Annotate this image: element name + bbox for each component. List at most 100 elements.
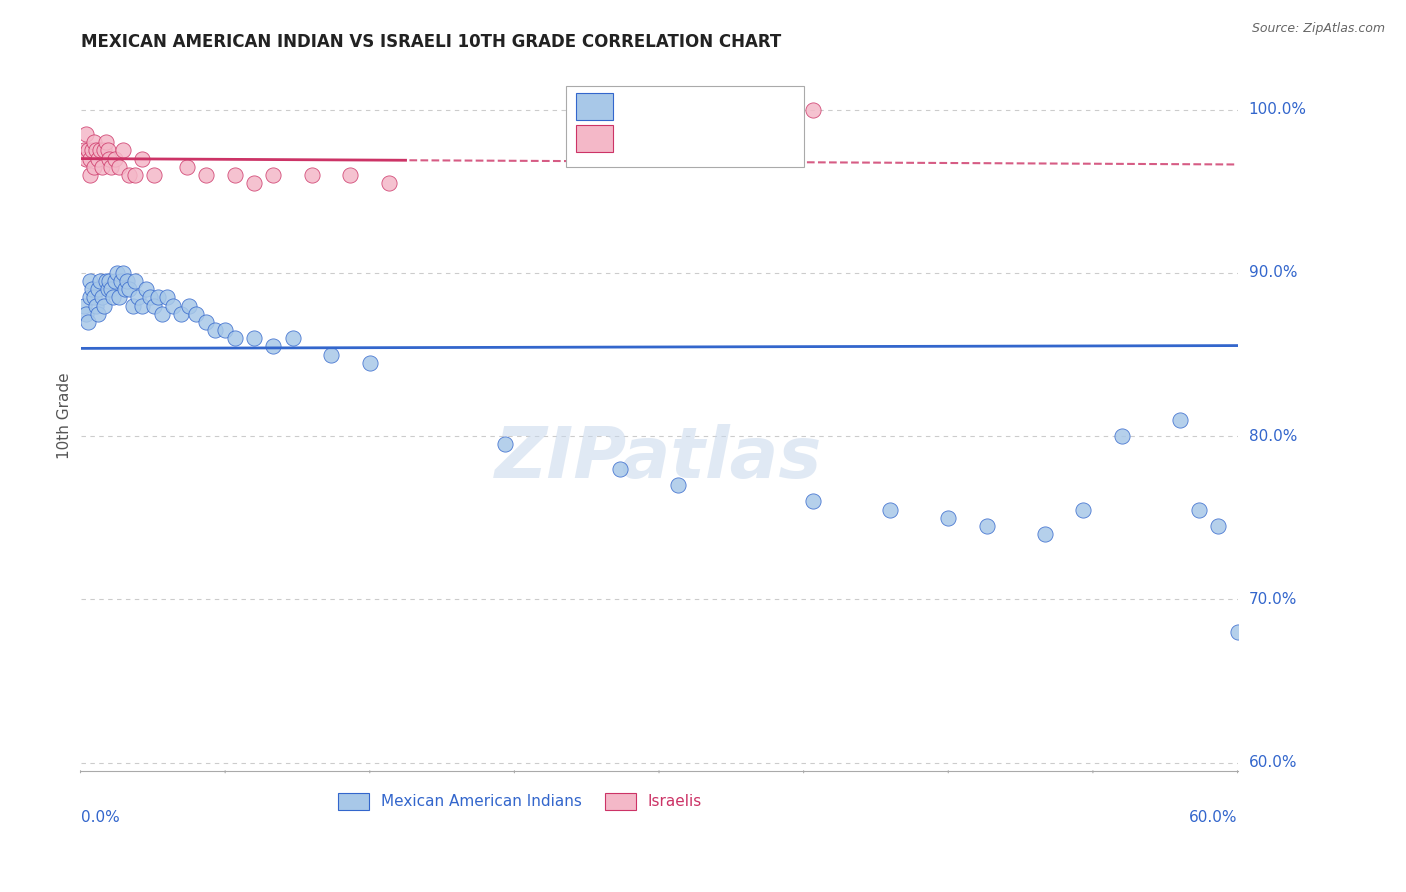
Point	[79, 152, 101, 166]
Point	[494, 437, 516, 451]
Point	[194, 168, 217, 182]
Point	[73, 144, 96, 158]
Legend: Mexican American Indians, Israelis: Mexican American Indians, Israelis	[332, 787, 709, 816]
Point	[1188, 502, 1211, 516]
Point	[84, 299, 107, 313]
Point	[77, 144, 100, 158]
Point	[156, 290, 179, 304]
Point	[108, 160, 131, 174]
Point	[1111, 429, 1133, 443]
Point	[118, 282, 141, 296]
Point	[1168, 413, 1191, 427]
Point	[115, 274, 138, 288]
Point	[170, 307, 193, 321]
Point	[224, 168, 246, 182]
Point	[135, 282, 157, 296]
Point	[77, 315, 100, 329]
Point	[100, 160, 122, 174]
Point	[976, 519, 998, 533]
Text: 0.0%: 0.0%	[80, 810, 120, 825]
Text: 0.010: 0.010	[657, 99, 704, 114]
Point	[79, 274, 101, 288]
Point	[359, 356, 381, 370]
Text: 100.0%: 100.0%	[1249, 103, 1306, 117]
Point	[104, 274, 127, 288]
Text: 70.0%: 70.0%	[1249, 591, 1296, 607]
Point	[100, 282, 122, 296]
FancyBboxPatch shape	[575, 126, 613, 153]
Point	[262, 168, 284, 182]
Point	[339, 168, 361, 182]
Point	[194, 315, 217, 329]
Point	[96, 282, 118, 296]
Point	[98, 152, 121, 166]
Point	[104, 152, 127, 166]
Text: 90.0%: 90.0%	[1249, 266, 1298, 280]
Point	[118, 168, 141, 182]
Text: -0.050: -0.050	[657, 131, 711, 146]
Point	[936, 510, 959, 524]
Point	[80, 282, 103, 296]
Point	[75, 127, 97, 141]
Point	[90, 290, 112, 304]
Point	[262, 339, 284, 353]
Point	[93, 144, 115, 158]
Point	[79, 168, 101, 182]
Text: MEXICAN AMERICAN INDIAN VS ISRAELI 10TH GRADE CORRELATION CHART: MEXICAN AMERICAN INDIAN VS ISRAELI 10TH …	[80, 33, 780, 51]
Point	[666, 478, 689, 492]
Point	[1206, 519, 1229, 533]
Point	[1033, 527, 1056, 541]
Point	[204, 323, 226, 337]
Text: N = 63: N = 63	[706, 99, 762, 114]
Text: 60.0%: 60.0%	[1249, 755, 1298, 770]
Point	[378, 176, 401, 190]
Point	[127, 290, 149, 304]
Point	[96, 144, 118, 158]
Text: 80.0%: 80.0%	[1249, 429, 1296, 443]
Point	[75, 307, 97, 321]
Point	[186, 307, 208, 321]
Point	[224, 331, 246, 345]
Point	[609, 462, 631, 476]
Point	[139, 290, 162, 304]
Point	[103, 290, 125, 304]
Point	[114, 282, 136, 296]
Point	[90, 160, 112, 174]
Point	[124, 168, 146, 182]
Point	[142, 299, 165, 313]
Point	[84, 144, 107, 158]
Text: R =: R =	[621, 99, 655, 114]
Point	[89, 274, 111, 288]
Point	[177, 299, 200, 313]
Point	[301, 168, 323, 182]
Point	[79, 290, 101, 304]
Point	[105, 266, 128, 280]
Point	[243, 176, 266, 190]
Point	[321, 347, 343, 361]
Point	[73, 299, 96, 313]
Point	[83, 136, 105, 150]
Point	[243, 331, 266, 345]
Point	[176, 160, 198, 174]
Point	[89, 144, 111, 158]
Y-axis label: 10th Grade: 10th Grade	[58, 372, 72, 459]
Point	[98, 274, 121, 288]
Text: Source: ZipAtlas.com: Source: ZipAtlas.com	[1251, 22, 1385, 36]
Point	[763, 103, 786, 117]
Point	[93, 299, 115, 313]
Point	[75, 152, 97, 166]
Point	[87, 307, 110, 321]
Point	[281, 331, 304, 345]
Text: N = 35: N = 35	[706, 131, 762, 146]
Point	[214, 323, 236, 337]
Point	[94, 136, 117, 150]
Point	[87, 152, 110, 166]
Point	[124, 274, 146, 288]
Point	[111, 266, 134, 280]
Text: 60.0%: 60.0%	[1189, 810, 1237, 825]
Point	[83, 290, 105, 304]
Point	[108, 290, 131, 304]
Point	[801, 103, 824, 117]
Point	[879, 502, 901, 516]
Point	[131, 299, 153, 313]
